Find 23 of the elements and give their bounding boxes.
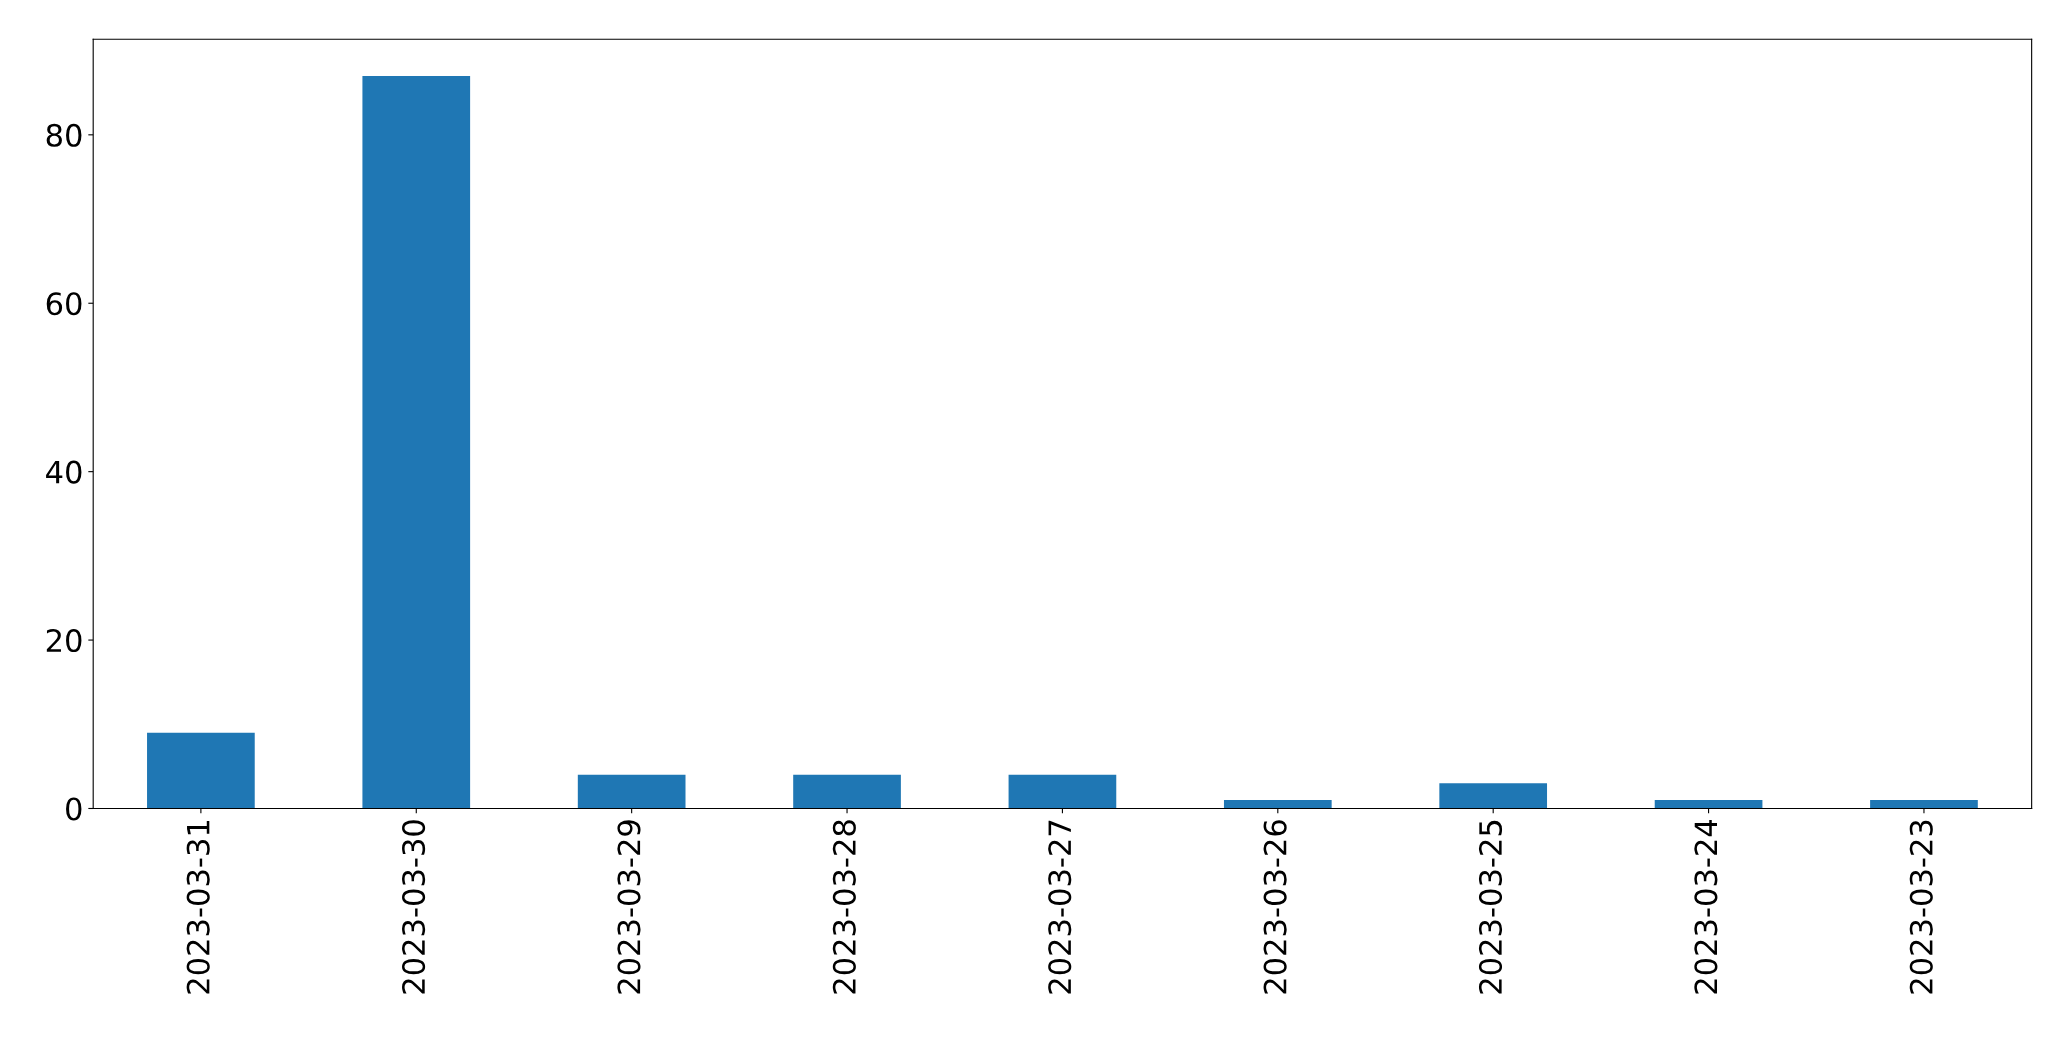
- x-tick-label: 2023-03-25: [1478, 820, 1503, 994]
- bar: [147, 732, 255, 809]
- x-tick-label: 2023-03-26: [1263, 820, 1287, 994]
- y-tick-label: 0: [66, 797, 82, 821]
- y-tick-label: 20: [46, 629, 82, 653]
- y-tick-label: 80: [46, 123, 82, 147]
- bar: [577, 774, 686, 809]
- x-tick-label: 2023-03-31: [186, 821, 210, 994]
- x-tick-label: 2023-03-29: [617, 820, 641, 994]
- y-tick-label: 40: [46, 460, 82, 484]
- bar: [793, 774, 901, 809]
- bar: [1654, 800, 1763, 809]
- x-tick-label: 2023-03-28: [832, 820, 856, 994]
- x-tick-label: 2023-03-23: [1909, 820, 1933, 994]
- x-tick-label: 2023-03-24: [1694, 819, 1718, 994]
- x-tick-label: 2023-03-27: [1048, 820, 1072, 994]
- bar: [362, 75, 471, 809]
- bar: [1439, 783, 1548, 809]
- y-tick-label: 60: [46, 292, 82, 316]
- x-tick-label: 2023-03-30: [402, 820, 426, 994]
- bar: [1008, 774, 1117, 809]
- bar: [1870, 800, 1978, 809]
- bar: [1223, 800, 1332, 809]
